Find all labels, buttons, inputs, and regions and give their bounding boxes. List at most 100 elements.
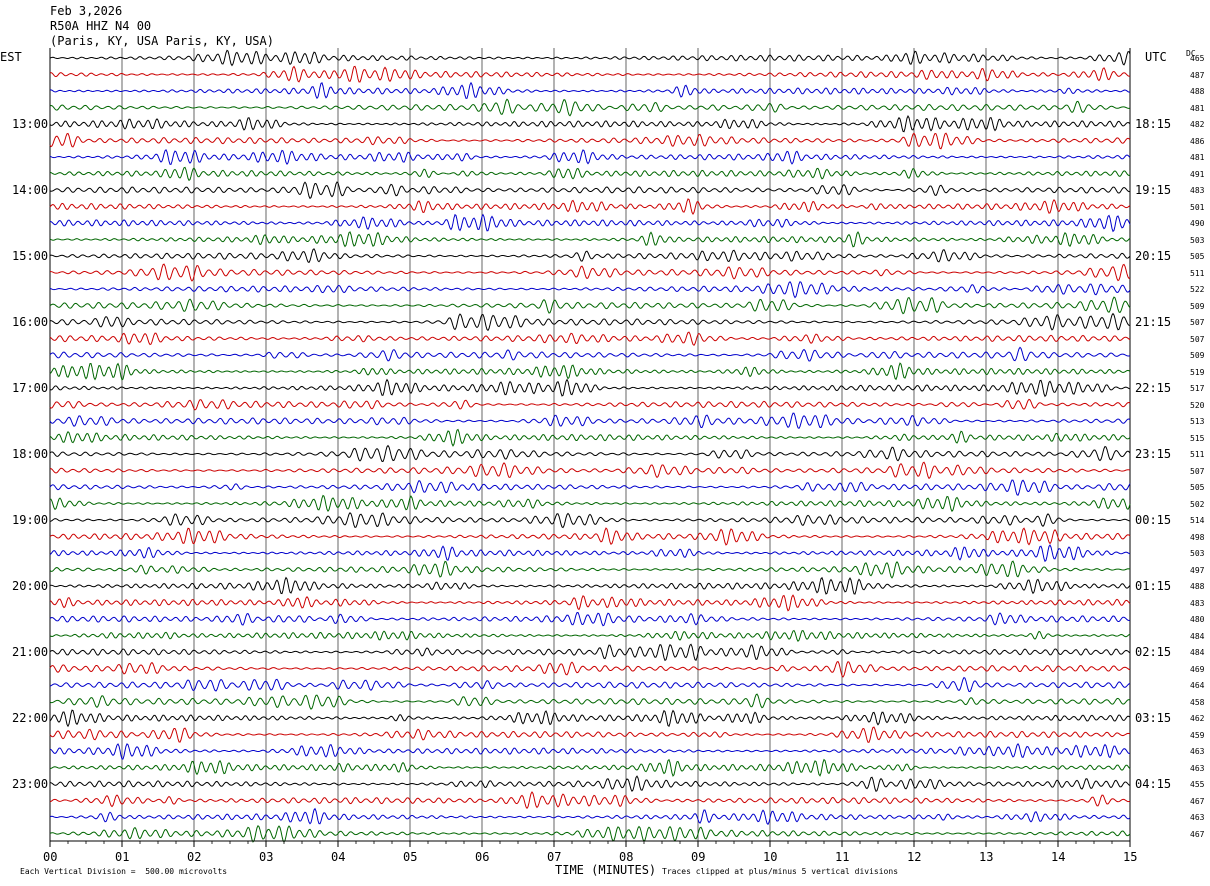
x-tick-label: 07 xyxy=(547,850,562,864)
seismic-trace-37 xyxy=(49,660,1131,678)
left-hour-label: 16:00 xyxy=(12,315,49,329)
seismic-trace-19 xyxy=(49,362,1131,381)
scale-note: Each Vertical Division = 500.00 microvol… xyxy=(20,867,228,876)
x-tick-label: 02 xyxy=(187,850,202,864)
dc-offset-label: 511 xyxy=(1190,450,1205,459)
dc-offset-label: 488 xyxy=(1190,87,1205,96)
seismic-trace-35 xyxy=(49,629,1131,642)
seismic-traces xyxy=(49,49,1131,843)
seismic-trace-39 xyxy=(49,693,1131,710)
dc-offset-label: 514 xyxy=(1190,516,1205,525)
x-tick-label: 15 xyxy=(1123,850,1138,864)
dc-offset-label: 488 xyxy=(1190,582,1205,591)
seismic-trace-25 xyxy=(49,461,1131,480)
dc-offset-label: 498 xyxy=(1190,532,1205,542)
seismic-trace-14 xyxy=(49,280,1131,299)
right-timezone-label: UTC xyxy=(1145,50,1167,64)
seismic-trace-0 xyxy=(49,49,1131,67)
seismic-trace-36 xyxy=(49,643,1131,662)
x-tick-label: 10 xyxy=(763,850,778,864)
seismic-trace-17 xyxy=(49,331,1131,346)
seismic-trace-31 xyxy=(49,560,1131,579)
dc-offset-label: 483 xyxy=(1190,598,1205,608)
dc-offset-label: 455 xyxy=(1190,780,1205,789)
x-tick-label: 14 xyxy=(1051,850,1066,864)
seismic-trace-3 xyxy=(49,98,1131,117)
seismic-trace-8 xyxy=(49,181,1130,200)
dc-offset-label: 497 xyxy=(1190,565,1205,575)
dc-offset-label: 484 xyxy=(1190,631,1205,641)
dc-offset-label: 515 xyxy=(1190,433,1205,443)
dc-offset-label: 462 xyxy=(1190,714,1205,723)
seismic-trace-27 xyxy=(49,494,1131,513)
x-tick-label: 05 xyxy=(403,850,418,864)
dc-offset-label: 520 xyxy=(1190,400,1205,410)
seismic-trace-40 xyxy=(49,709,1131,728)
right-hour-label: 00:15 xyxy=(1135,513,1172,527)
dc-offset-label: 491 xyxy=(1190,169,1205,179)
seismic-trace-13 xyxy=(49,263,1131,282)
dc-offset-label: 519 xyxy=(1190,367,1205,377)
station-location: (Paris, KY, USA Paris, KY, USA) xyxy=(50,34,274,48)
x-tick-label: 03 xyxy=(259,850,274,864)
dc-offset-label: 463 xyxy=(1190,813,1205,822)
right-hour-label: 04:15 xyxy=(1135,777,1172,791)
seismic-trace-30 xyxy=(49,544,1131,563)
right-hour-label: 22:15 xyxy=(1135,381,1172,395)
seismic-trace-45 xyxy=(49,791,1131,810)
dc-offset-label: 484 xyxy=(1190,648,1205,657)
dc-offset-label: 505 xyxy=(1190,483,1205,492)
seismic-trace-20 xyxy=(49,378,1131,398)
x-tick-label: 09 xyxy=(691,850,706,864)
clip-note: Traces clipped at plus/minus 5 vertical … xyxy=(662,867,899,876)
x-tick-label: 00 xyxy=(43,850,58,864)
left-hour-label: 17:00 xyxy=(12,381,49,395)
dc-offset-label: 458 xyxy=(1190,697,1205,707)
seismic-trace-28 xyxy=(49,512,1131,529)
dc-offset-label: 501 xyxy=(1190,202,1205,212)
left-hour-label: 23:00 xyxy=(12,777,49,791)
seismic-trace-34 xyxy=(49,612,1131,627)
dc-offset-label: 463 xyxy=(1190,763,1205,773)
x-tick-label: 01 xyxy=(115,850,130,864)
seismic-trace-11 xyxy=(49,231,1131,248)
dc-offset-label: 481 xyxy=(1190,103,1205,113)
dc-offset-label: 459 xyxy=(1190,730,1205,740)
seismic-trace-15 xyxy=(49,296,1131,315)
x-axis-ticks xyxy=(49,840,1131,847)
dc-offset-label: 513 xyxy=(1190,417,1205,426)
dc-offset-label: 481 xyxy=(1190,153,1205,162)
dc-offset-label: 469 xyxy=(1190,664,1205,674)
seismic-trace-12 xyxy=(49,248,1131,264)
seismic-trace-4 xyxy=(49,114,1131,133)
dc-offset-label: 467 xyxy=(1190,796,1205,806)
left-hour-label: 20:00 xyxy=(12,579,49,593)
dc-offset-label: 522 xyxy=(1190,285,1205,294)
dc-offset-label: 490 xyxy=(1190,219,1205,228)
seismic-trace-10 xyxy=(49,213,1131,233)
dc-offset-label: 487 xyxy=(1190,70,1205,80)
right-hour-label: 02:15 xyxy=(1135,645,1172,659)
left-hour-label: 13:00 xyxy=(12,117,49,131)
seismic-trace-9 xyxy=(49,198,1131,215)
right-hour-label: 20:15 xyxy=(1135,249,1172,263)
seismic-trace-46 xyxy=(49,807,1131,826)
left-hour-label: 19:00 xyxy=(12,513,49,527)
dc-offset-label: 483 xyxy=(1190,186,1205,195)
dc-offset-label: 507 xyxy=(1190,334,1205,344)
seismic-trace-43 xyxy=(49,758,1131,777)
right-hour-label: 03:15 xyxy=(1135,711,1172,725)
seismic-trace-21 xyxy=(49,398,1131,411)
seismic-trace-6 xyxy=(49,148,1131,165)
seismic-trace-32 xyxy=(49,576,1131,595)
seismic-trace-42 xyxy=(49,742,1131,760)
dc-offset-label: 502 xyxy=(1190,499,1205,509)
grid-lines xyxy=(49,48,1131,841)
right-hour-label: 23:15 xyxy=(1135,447,1172,461)
dc-offset-label: 486 xyxy=(1190,136,1205,146)
dc-offset-label: 509 xyxy=(1190,351,1205,360)
x-tick-label: 12 xyxy=(907,850,922,864)
seismic-trace-47 xyxy=(49,824,1131,843)
seismic-trace-44 xyxy=(49,775,1131,793)
seismic-trace-26 xyxy=(49,479,1131,496)
